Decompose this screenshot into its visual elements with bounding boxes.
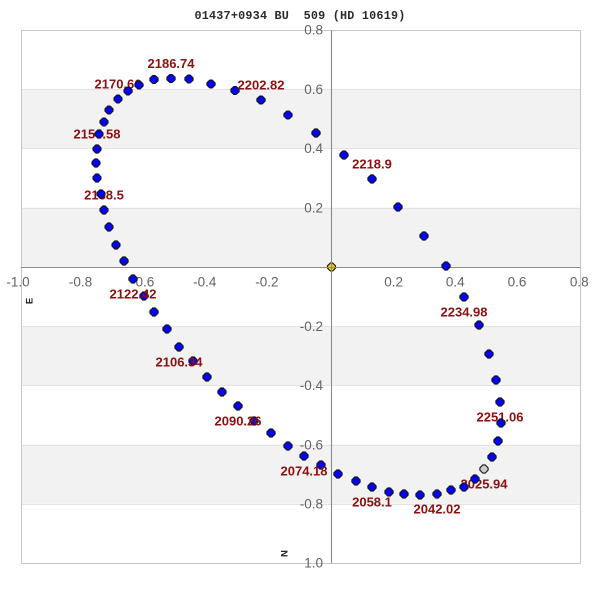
svg-text:0.4: 0.4 [304, 141, 323, 156]
svg-text:01437+0934 BU 509 (HD 10619): 01437+0934 BU 509 (HD 10619) [194, 9, 405, 23]
svg-text:-0.6: -0.6 [300, 437, 323, 452]
svg-text:2218.9: 2218.9 [352, 157, 392, 172]
svg-text:2122.42: 2122.42 [110, 287, 157, 302]
svg-text:0.2: 0.2 [304, 200, 323, 215]
svg-text:2042.02: 2042.02 [414, 502, 461, 517]
svg-text:1.0: 1.0 [304, 556, 323, 571]
svg-text:-1.0: -1.0 [6, 274, 29, 289]
svg-text:2058.1: 2058.1 [352, 495, 392, 510]
svg-text:-0.2: -0.2 [255, 274, 278, 289]
svg-text:0.2: 0.2 [384, 274, 403, 289]
svg-text:-0.8: -0.8 [69, 274, 92, 289]
svg-text:2074.18: 2074.18 [281, 464, 328, 479]
svg-text:2251.06: 2251.06 [477, 410, 524, 425]
svg-text:-0.2: -0.2 [300, 319, 323, 334]
svg-text:-0.4: -0.4 [300, 378, 324, 393]
svg-text:2186.74: 2186.74 [148, 56, 196, 71]
svg-text:0.6: 0.6 [304, 82, 323, 97]
svg-text:-0.4: -0.4 [193, 274, 217, 289]
svg-text:0.8: 0.8 [304, 23, 323, 38]
svg-text:2202.82: 2202.82 [238, 78, 285, 93]
svg-text:E: E [25, 298, 36, 304]
svg-text:2234.98: 2234.98 [441, 305, 488, 320]
svg-text:2106.34: 2106.34 [156, 355, 204, 370]
svg-text:0.6: 0.6 [508, 274, 527, 289]
svg-text:0.8: 0.8 [570, 274, 589, 289]
svg-text:-0.8: -0.8 [300, 497, 323, 512]
svg-text:N: N [280, 550, 291, 557]
svg-text:2090.26: 2090.26 [215, 414, 262, 429]
svg-text:0.4: 0.4 [446, 274, 465, 289]
